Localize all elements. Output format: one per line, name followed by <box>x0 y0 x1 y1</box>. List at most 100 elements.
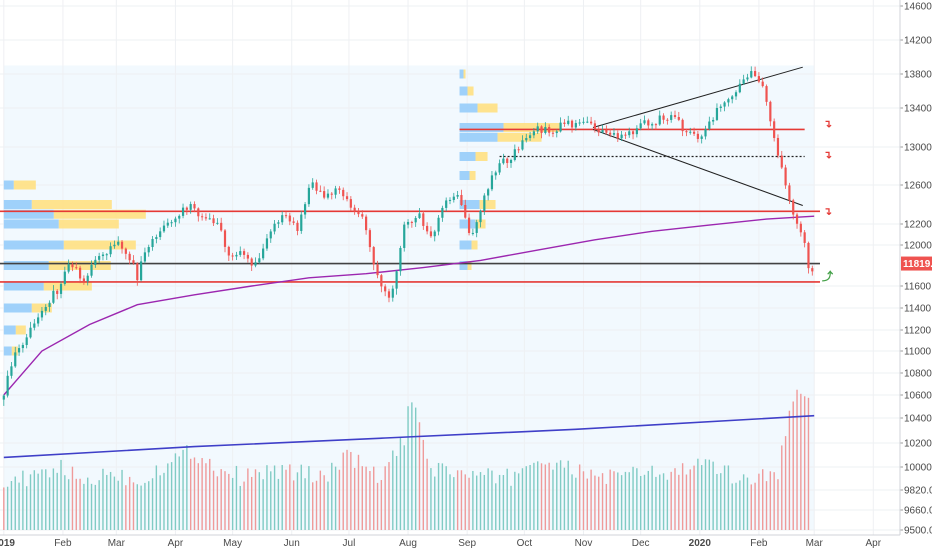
candle-body <box>277 222 280 224</box>
candle-body <box>528 135 532 139</box>
triangle-lower-line <box>592 128 803 206</box>
volume-bar <box>52 468 55 530</box>
volume-bar <box>437 462 440 530</box>
candle-body <box>323 191 326 198</box>
volume-bar <box>578 464 581 530</box>
candle-body <box>56 290 59 294</box>
candle-body <box>746 77 749 80</box>
candle-body <box>2 395 5 400</box>
candle-body <box>185 207 188 210</box>
volume-bar <box>746 477 749 530</box>
volume-bar <box>601 473 604 530</box>
y-tick-label: 13800.0 <box>904 70 932 81</box>
volume-bar <box>803 396 806 530</box>
signal-marker: ↴ <box>823 119 832 131</box>
candle-body <box>422 213 425 226</box>
volume-bar <box>216 476 219 530</box>
candle-body <box>140 261 143 281</box>
volume-bar <box>403 445 405 530</box>
volume-bar <box>239 485 241 530</box>
candle-body <box>677 117 680 120</box>
candle-body <box>559 122 562 132</box>
candle-body <box>258 258 261 263</box>
volume-bar <box>502 475 505 530</box>
volume-bar <box>109 471 112 530</box>
volume-bar <box>90 483 93 530</box>
volume-bar <box>94 484 97 530</box>
volume-bar <box>205 463 207 530</box>
candle-body <box>628 131 631 136</box>
volume-bar <box>674 468 676 530</box>
volume-bar <box>106 474 108 530</box>
volume-bar <box>250 476 253 530</box>
volume-bar <box>796 389 798 530</box>
volume-bar <box>342 452 344 530</box>
candle-body <box>143 252 147 262</box>
volume-bar <box>266 465 268 530</box>
candle-body <box>429 231 433 237</box>
candle-body <box>368 230 372 248</box>
volume-bar <box>735 482 737 530</box>
candle-body <box>67 264 70 272</box>
volume-bar <box>117 480 119 530</box>
volume-bar <box>102 468 104 530</box>
volume-bar <box>525 466 527 530</box>
y-tick-label: 12200.0 <box>904 220 932 231</box>
x-tick-label: Apr <box>168 538 184 549</box>
volume-bar <box>575 477 577 530</box>
candle-body <box>239 251 242 255</box>
x-tick-label: Feb <box>54 538 72 549</box>
volume-bar <box>380 480 383 530</box>
volume-bar <box>212 470 215 530</box>
volume-bar <box>392 450 394 530</box>
last-price-tag <box>901 256 932 271</box>
x-tick-label: Jul <box>343 538 356 549</box>
volume-bar <box>792 401 794 530</box>
candle-body <box>502 158 505 164</box>
volume-bar <box>350 451 352 530</box>
candle-body <box>567 120 570 124</box>
candle-body <box>265 238 269 249</box>
y-tick-label: 9500.0 <box>904 526 932 537</box>
candle-body <box>750 71 753 78</box>
volume-bar <box>586 478 588 530</box>
volume-profile-bar-blue <box>459 103 478 113</box>
volume-profile-bar-blue <box>459 152 476 161</box>
candle-body <box>216 222 219 224</box>
candle-body <box>574 123 577 128</box>
candle-body <box>776 137 780 156</box>
candle-body <box>513 149 516 160</box>
candle-body <box>21 344 24 349</box>
volume-bar <box>556 462 558 530</box>
volume-bar <box>121 469 123 530</box>
volume-bar <box>33 470 36 530</box>
volume-bar <box>800 393 802 530</box>
volume-bar <box>704 459 707 530</box>
volume-bar <box>319 470 322 530</box>
volume-bar <box>273 465 276 530</box>
candle-body <box>670 115 673 120</box>
candle-body <box>231 255 234 257</box>
volume-bar <box>132 482 135 530</box>
candle-body <box>399 247 402 272</box>
volume-profile-bar-yellow <box>479 200 496 209</box>
candle-body <box>372 247 375 265</box>
volume-bar <box>167 463 169 530</box>
volume-bar <box>197 463 200 530</box>
y-tick-label: 9820.0 <box>904 486 932 497</box>
volume-bar <box>395 455 398 530</box>
candle-body <box>82 278 85 282</box>
volume-bar <box>479 472 482 530</box>
volume-bar <box>708 459 711 530</box>
volume-bar <box>3 487 5 530</box>
candle-body <box>536 126 539 132</box>
moving-average-short <box>3 215 815 396</box>
volume-bar <box>75 478 77 530</box>
candle-body <box>113 244 116 247</box>
candle-body <box>780 155 783 168</box>
candle-body <box>90 264 93 276</box>
candle-body <box>544 127 547 133</box>
volume-bar <box>731 483 733 530</box>
volume-bar <box>537 461 539 530</box>
